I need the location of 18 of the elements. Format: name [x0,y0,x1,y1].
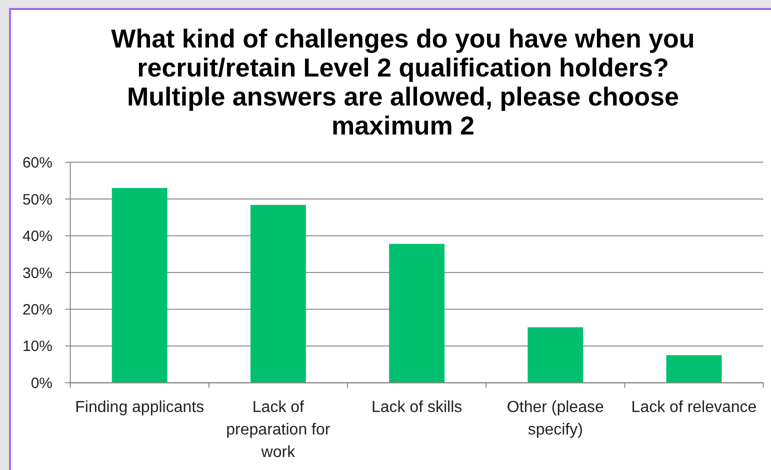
bar [112,188,168,383]
y-tick-label: 40% [22,228,52,246]
y-tick-label: 10% [22,338,52,356]
bar [250,204,306,383]
x-tick-label: Lack of skills [371,399,462,416]
bar [389,244,445,383]
x-tick-label: Finding applicants [75,399,204,416]
y-tick-label: 30% [22,264,52,282]
x-tick-label: Lack of relevance [631,399,757,416]
y-tick-label: 20% [22,301,52,318]
y-tick-label: 60% [22,154,52,172]
chart-title: What kind of challenges do you have when you recruit/retain Level 2 qualification holders? Multiple answers are allowed, please choose maximum 2 [111,24,695,140]
x-tick-label: Lack of preparation for work [226,399,331,461]
y-tick-label: 50% [22,191,52,208]
y-tick-label: 0% [30,374,52,392]
bar [666,355,722,383]
x-tick-label: Other (please specify) [506,399,604,438]
bar [528,327,584,383]
